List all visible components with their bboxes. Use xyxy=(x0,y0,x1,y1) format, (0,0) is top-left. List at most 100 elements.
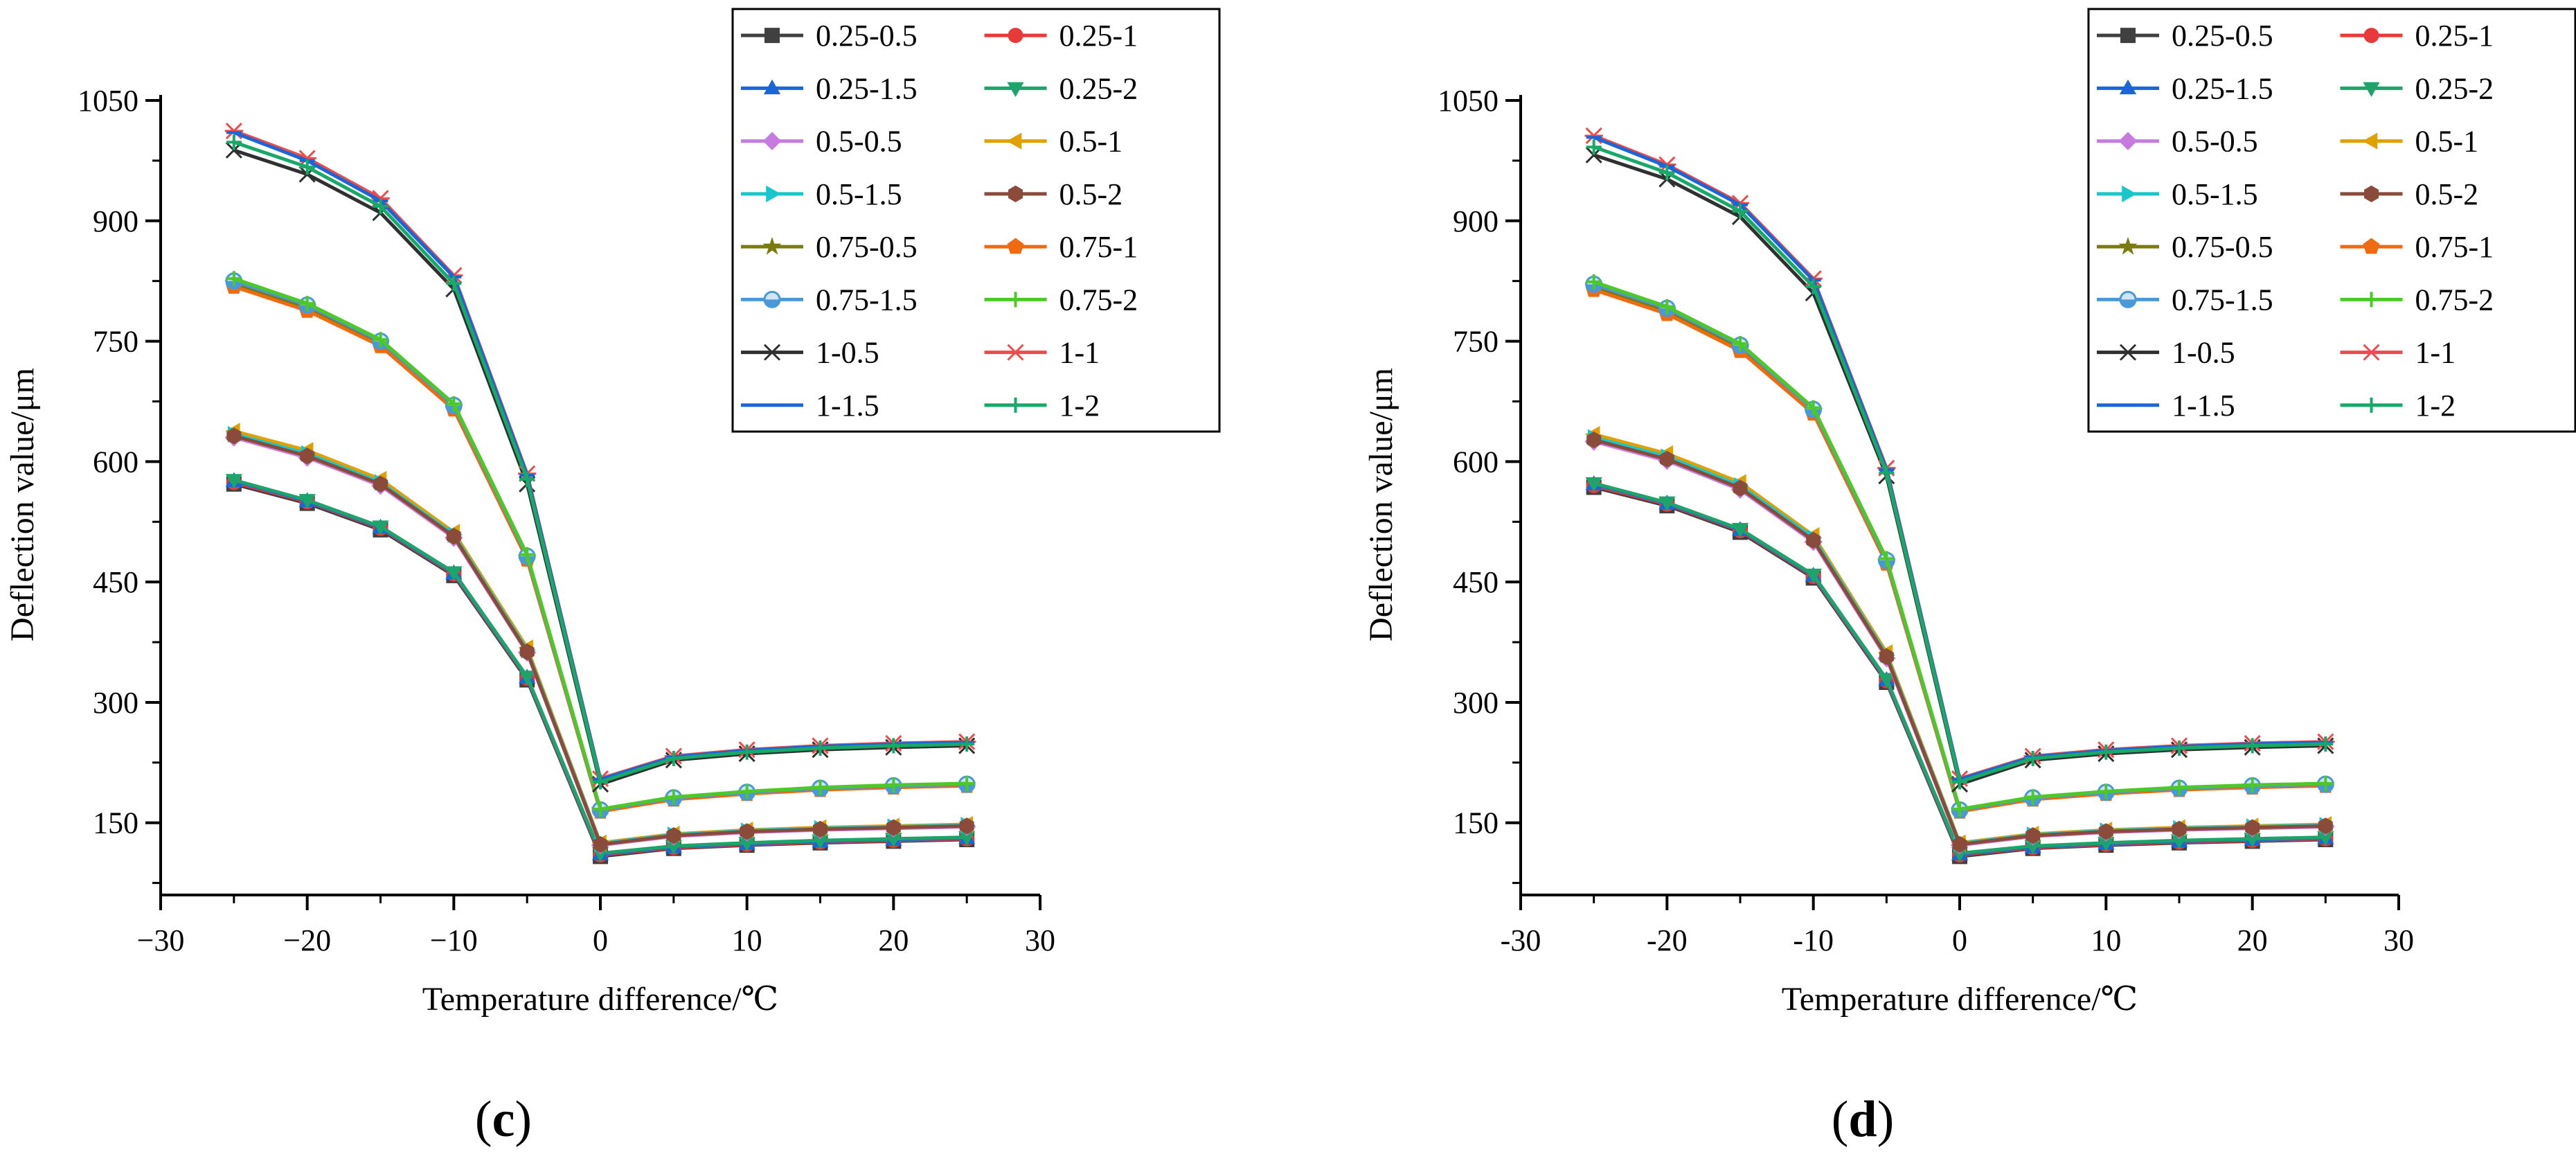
legend-marker xyxy=(764,28,780,44)
data-point xyxy=(2170,834,2188,849)
data-point xyxy=(1659,450,1674,468)
y-tick-label: 900 xyxy=(93,204,138,238)
legend-item: 1-2 xyxy=(2340,389,2456,423)
legend-marker xyxy=(1007,238,1024,254)
data-point xyxy=(1659,299,1675,314)
legend-item: 0.75-1.5 xyxy=(2097,283,2273,317)
legend-label: 0.25-1 xyxy=(1059,19,1138,53)
data-point xyxy=(2098,836,2115,852)
chart-panel-d: -30 -20 -10 0 10 20 30 150 300 450 600 750 900 1050 Te… xyxy=(1363,8,2576,1148)
data-point xyxy=(813,820,828,838)
legend-label: 1-0.5 xyxy=(816,336,879,370)
legend-item: 0.75-2 xyxy=(2340,283,2494,317)
data-point xyxy=(886,819,901,836)
data-point xyxy=(1585,477,1602,493)
data-point xyxy=(2025,751,2041,767)
y-tick-label: 900 xyxy=(1453,204,1499,238)
data-point xyxy=(1879,551,1895,567)
data-point xyxy=(373,475,388,493)
data-point xyxy=(959,736,975,752)
legend-marker xyxy=(762,236,782,255)
legend-item: 0.25-0.5 xyxy=(2097,19,2273,53)
data-point xyxy=(299,159,315,175)
legend-label: 0.75-2 xyxy=(1059,283,1138,317)
y-axis-title: Deflection value/μm xyxy=(1363,368,1399,641)
data-point xyxy=(1658,496,1676,512)
y-tick-label: 450 xyxy=(1453,565,1499,599)
legend-marker xyxy=(2119,79,2137,95)
data-point xyxy=(1805,278,1821,294)
data-point xyxy=(2318,817,2333,835)
chart-panel-c: −30 −20 −10 0 10 20 30 150 300 450 600 750 900 1050 Te… xyxy=(4,8,1221,1148)
legend-marker xyxy=(1008,28,1023,44)
legend-box xyxy=(2087,8,2576,433)
legend-marker xyxy=(2363,28,2379,44)
data-point xyxy=(226,427,242,445)
legend-label: 1-2 xyxy=(1059,389,1100,423)
legend-label: 1-1 xyxy=(2415,336,2456,370)
legend-label: 0.25-0.5 xyxy=(816,19,918,53)
series-line xyxy=(233,481,967,857)
legend-label: 0.5-1.5 xyxy=(816,177,902,211)
data-point xyxy=(2318,736,2334,752)
y-tick-label: 1050 xyxy=(78,84,138,118)
data-point xyxy=(1733,336,1748,352)
legend-item: 0.25-1.5 xyxy=(741,71,918,105)
legend-marker xyxy=(2363,238,2380,254)
x-axis-title: Temperature difference/℃ xyxy=(422,981,779,1018)
legend-item: 0.25-0.5 xyxy=(741,19,918,53)
data-point xyxy=(446,396,462,411)
data-point xyxy=(885,833,902,848)
data-point xyxy=(2318,775,2334,791)
legend-label: 1-1 xyxy=(1059,336,1100,370)
data-point xyxy=(665,789,681,805)
data-point xyxy=(373,332,388,348)
legend-marker xyxy=(2120,28,2136,44)
data-point xyxy=(1733,203,1748,219)
legend-label: 0.75-1.5 xyxy=(2172,283,2273,317)
x-tick-label: 30 xyxy=(2383,923,2414,957)
x-tick-label: 20 xyxy=(878,923,909,957)
data-point xyxy=(373,198,388,214)
legend-label: 0.25-2 xyxy=(1059,71,1138,105)
y-tick-label: 150 xyxy=(1453,806,1499,840)
legend-marker xyxy=(2363,397,2379,413)
data-point xyxy=(1733,479,1748,497)
y-tick-label: 750 xyxy=(1453,325,1499,359)
data-point xyxy=(445,566,463,581)
data-point xyxy=(2172,740,2187,756)
x-tick-label: −10 xyxy=(430,923,478,957)
legend-item: 0.5-1 xyxy=(984,125,1122,159)
legend-label: 0.5-1.5 xyxy=(2172,177,2258,211)
series-1-2 xyxy=(1586,139,2334,790)
data-point xyxy=(226,134,242,150)
y-tick-label: 150 xyxy=(93,806,138,840)
legend-label: 0.25-2 xyxy=(2415,71,2494,105)
data-point xyxy=(372,520,389,535)
legend-item: 0.75-0.5 xyxy=(2097,230,2273,264)
legend-label: 1-1.5 xyxy=(816,389,879,423)
data-point xyxy=(446,528,461,545)
series-0.5-0.5 xyxy=(1584,432,2335,855)
data-point xyxy=(298,494,316,509)
x-tick-label: -30 xyxy=(1501,923,1541,957)
legend-item: 0.75-0.5 xyxy=(741,230,918,264)
x-tick-label: 10 xyxy=(2091,923,2121,957)
legend-label: 0.75-0.5 xyxy=(2172,230,2273,264)
data-point xyxy=(519,471,535,487)
data-point xyxy=(446,276,462,292)
series-line xyxy=(1593,482,2326,856)
data-point xyxy=(225,474,242,489)
legend-marker xyxy=(2122,185,2137,202)
legend-item: 0.5-1.5 xyxy=(2097,177,2258,211)
data-point xyxy=(959,817,974,835)
y-tick-label: 300 xyxy=(1453,686,1499,720)
data-point xyxy=(1879,465,1895,481)
data-point xyxy=(812,834,829,849)
legend-item: 1-1 xyxy=(984,336,1100,370)
data-point xyxy=(958,831,976,847)
data-point xyxy=(1805,400,1821,416)
data-point xyxy=(2025,827,2041,844)
legend-label: 0.75-2 xyxy=(2415,283,2494,317)
